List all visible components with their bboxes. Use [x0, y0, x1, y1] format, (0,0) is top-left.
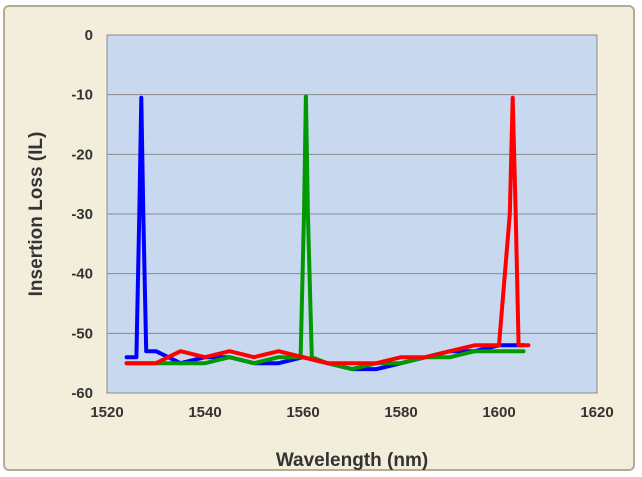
x-tick-label: 1560: [286, 404, 319, 421]
y-tick-label: -30: [71, 206, 93, 223]
y-tick-label: -60: [71, 385, 93, 402]
y-tick-label: -20: [71, 146, 93, 163]
x-tick-label: 1600: [482, 404, 515, 421]
y-tick-label: -40: [71, 266, 93, 283]
y-tick-label: 0: [85, 27, 93, 44]
x-axis-title: Wavelength (nm): [276, 450, 428, 471]
x-tick-label: 1540: [188, 404, 221, 421]
y-tick-label: -10: [71, 87, 93, 104]
x-tick-label: 1580: [384, 404, 417, 421]
x-tick-label: 1520: [90, 404, 123, 421]
y-axis-ticks: 0 -10 -20 -30 -40 -50 -60: [71, 27, 93, 402]
y-tick-label: -50: [71, 325, 93, 342]
x-axis-ticks: 1520 1540 1560 1580 1600 1620: [90, 404, 613, 421]
y-axis-title: Insertion Loss (IL): [26, 132, 47, 297]
x-tick-label: 1620: [580, 404, 613, 421]
